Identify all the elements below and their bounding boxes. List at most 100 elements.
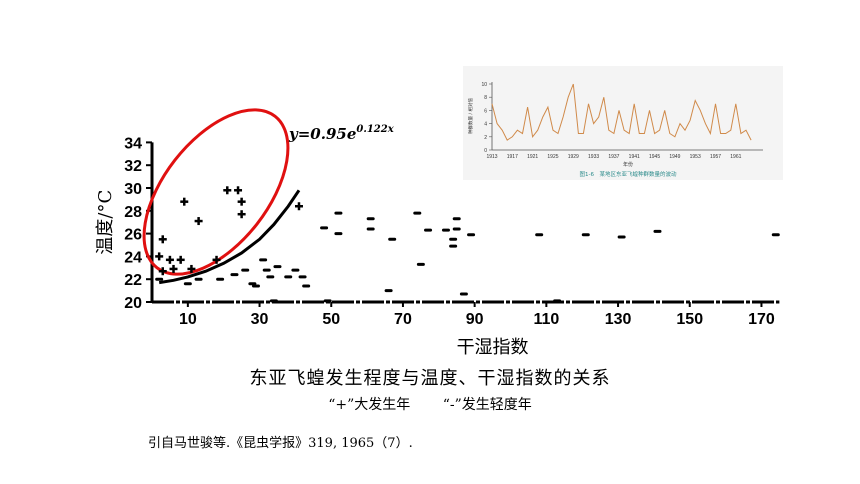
minus-mark — [553, 299, 562, 303]
minus-mark — [366, 217, 375, 221]
x-tick-label: 70 — [394, 311, 412, 328]
svg-text:y=0.95e0.122x: y=0.95e0.122x — [288, 124, 395, 143]
minus-mark — [266, 275, 275, 279]
plus-mark — [155, 252, 164, 261]
equation-label: y=0.95e0.122x — [288, 124, 395, 143]
plus-mark — [180, 197, 189, 206]
fit-curve-line — [158, 189, 301, 285]
outbreak-ellipse — [142, 108, 290, 276]
x-tick-label: 170 — [748, 311, 775, 328]
x-tick-label: 30 — [251, 311, 269, 328]
chart-legend-note: “+”大发生年 “-”发生轻度年 — [0, 394, 860, 414]
minus-mark — [441, 228, 450, 232]
y-tick-label: 20 — [124, 295, 142, 312]
minus-mark — [581, 233, 590, 237]
minus-mark — [653, 229, 662, 233]
x-tick-label: 130 — [605, 311, 632, 328]
plus-mark — [237, 197, 246, 206]
plus-mark — [223, 186, 232, 195]
population-inset: 0 2 4 6 8 10 1913 1917 1921 1925 1929 1933 1937 1941 1… — [463, 66, 783, 180]
plus-mark — [158, 235, 167, 244]
plus-mark — [294, 202, 303, 211]
inset-caption: 图1-6 某地区东亚飞蝗种群数量的波动 — [580, 170, 677, 178]
inset-y-tick-label: 2 — [484, 135, 487, 141]
minus-mark — [366, 227, 375, 231]
plus-mark — [237, 210, 246, 219]
x-tick-label: 110 — [533, 311, 559, 328]
legend-minus-text: “-”发生轻度年 — [442, 397, 532, 413]
minus-mark — [388, 237, 397, 241]
minus-mark — [251, 284, 260, 288]
legend-plus-text: “+”大发生年 — [328, 397, 411, 413]
y-tick-label: 32 — [124, 158, 142, 175]
inset-y-tick-label: 10 — [481, 82, 487, 88]
minus-mark — [771, 233, 780, 237]
minus-mark — [323, 299, 332, 303]
x-axis-label: 干湿指数 — [457, 337, 529, 358]
inset-x-tick-label: 1929 — [568, 154, 579, 160]
minus-mark — [216, 277, 225, 281]
y-axis-label: 温度/°C — [95, 190, 116, 255]
inset-x-tick-label: 1913 — [486, 154, 497, 160]
inset-x-axis-label: 年份 — [623, 161, 633, 168]
minus-mark — [449, 237, 458, 241]
minus-mark — [459, 292, 468, 296]
minus-mark — [273, 265, 282, 269]
minus-mark — [302, 284, 311, 288]
minus-mark — [248, 282, 257, 286]
minus-mark — [424, 228, 433, 232]
inset-x-tick-label: 1921 — [527, 154, 538, 160]
population-line-chart: 0 2 4 6 8 10 1913 1917 1921 1925 1929 1933 1937 1941 1… — [467, 82, 763, 178]
minus-mark — [262, 268, 271, 272]
minus-mark — [284, 275, 293, 279]
highlight-ellipse — [142, 108, 290, 276]
plus-mark — [165, 255, 174, 264]
minus-mark — [467, 233, 476, 237]
equation-exponent: 0.122x — [356, 124, 394, 135]
inset-x-tick-label: 1917 — [507, 154, 518, 160]
x-tick-label: 150 — [676, 311, 703, 328]
inset-x-tick-label: 1949 — [669, 154, 680, 160]
inset-y-tick-label: 8 — [484, 95, 487, 101]
minus-mark — [334, 211, 343, 215]
plus-mark — [187, 264, 196, 273]
inset-y-tick-label: 4 — [484, 122, 487, 128]
plus-mark — [234, 186, 243, 195]
minus-mark — [320, 226, 329, 230]
x-tick-label: 50 — [322, 311, 340, 328]
y-tick-label: 22 — [124, 272, 142, 289]
y-tick-label: 26 — [124, 227, 142, 244]
chart-caption-title: 东亚飞蝗发生程度与温度、干湿指数的关系 — [249, 368, 611, 389]
equation-base: y=0.95e — [288, 125, 356, 143]
y-tick-label: 28 — [124, 204, 142, 221]
minus-mark — [384, 289, 393, 293]
y-tick-label: 24 — [124, 249, 142, 266]
minus-mark — [334, 232, 343, 236]
inset-x-tick-label: 1961 — [730, 154, 741, 160]
citation-text: 引自马世骏等.《昆虫学报》319, 1965（7）. — [148, 436, 413, 451]
minus-mark — [452, 227, 461, 231]
plus-mark — [169, 264, 178, 273]
minus-mark — [535, 233, 544, 237]
y-tick-label: 34 — [124, 135, 142, 152]
inset-y-axis-label: 种群数量 / 相对值 — [467, 98, 474, 134]
minus-mark — [298, 275, 307, 279]
minus-mark — [617, 235, 626, 239]
minus-mark — [452, 217, 461, 221]
x-tick-label: 90 — [466, 311, 484, 328]
minus-mark — [291, 268, 300, 272]
minus-mark — [416, 262, 425, 266]
x-tick-label: 10 — [179, 311, 197, 328]
inset-x-tick-label: 1945 — [649, 154, 660, 160]
minus-mark — [259, 258, 268, 262]
minus-mark — [449, 244, 458, 248]
minus-mark — [413, 211, 422, 215]
inset-series-line — [491, 83, 752, 141]
inset-x-tick-label: 1933 — [588, 154, 599, 160]
minus-mark — [155, 277, 164, 281]
plus-mark — [212, 255, 221, 264]
inset-x-tick-label: 1937 — [608, 154, 619, 160]
minus-mark — [269, 299, 278, 303]
data-marks — [155, 186, 780, 303]
